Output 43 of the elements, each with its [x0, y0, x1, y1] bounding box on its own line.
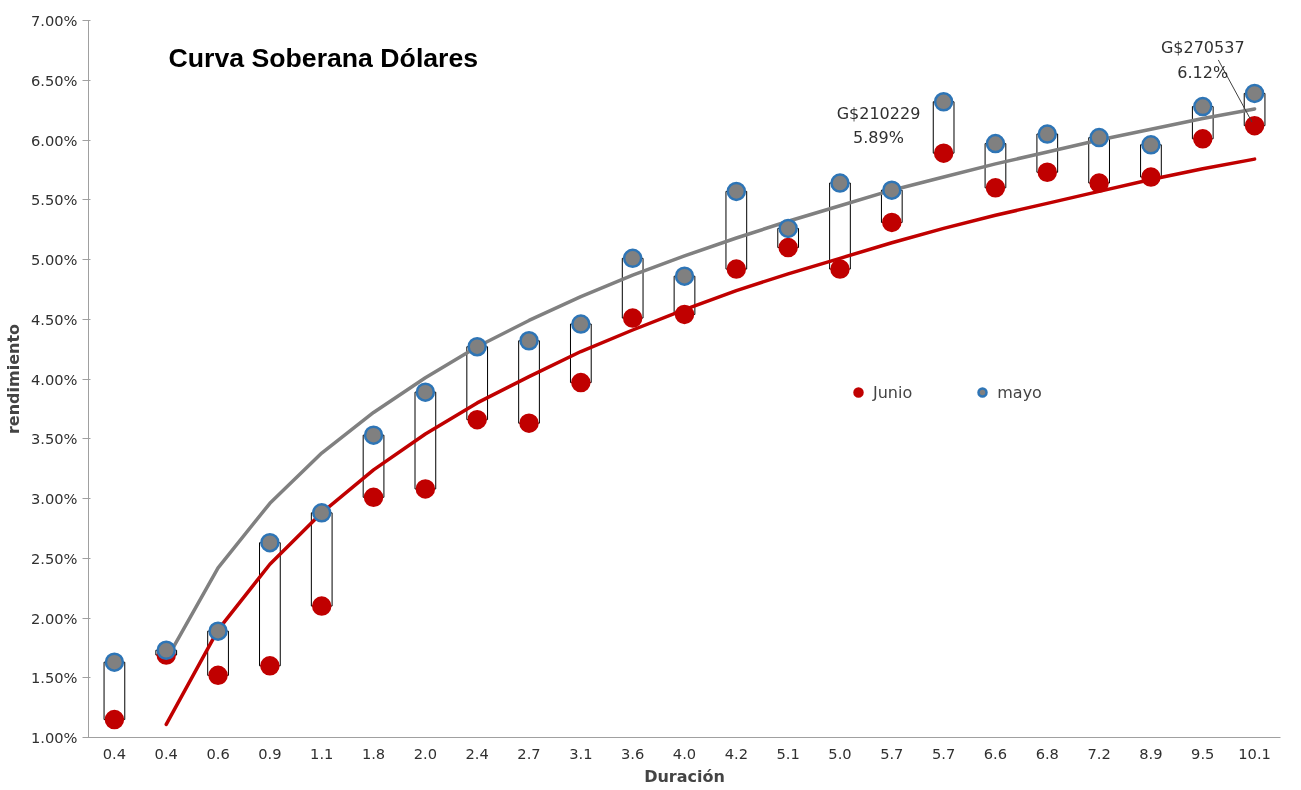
x-tick-label: 5.7 [880, 744, 904, 762]
y-tick-label: 5.50% [30, 191, 78, 209]
y-axis-title: rendimiento [3, 323, 23, 435]
x-tick-label: 10.1 [1238, 744, 1271, 762]
x-tick-label: 0.9 [258, 744, 282, 762]
y-tick-label: 6.50% [30, 71, 78, 89]
legend-label: mayo [997, 382, 1042, 402]
x-tick-label: 8.9 [1139, 744, 1163, 762]
y-tick-label: 1.50% [30, 669, 78, 687]
y-tick-label: 4.00% [30, 370, 78, 388]
y-tick-label: 5.00% [30, 251, 78, 268]
y-tick-label: 1.00% [30, 729, 78, 746]
x-axis-title: Duración [644, 766, 725, 786]
x-tick-label: 6.6 [983, 744, 1008, 762]
x-tick-label: 0.4 [102, 744, 127, 762]
y-tick-label: 2.50% [30, 549, 78, 567]
x-tick-label: 0.6 [206, 744, 230, 762]
x-tick-label: 2.0 [413, 744, 438, 762]
x-tick-label: 0.4 [154, 744, 178, 762]
x-tick-label: 3.6 [621, 744, 645, 762]
x-tick-label: 5.1 [776, 744, 800, 762]
x-tick-label: 5.7 [931, 744, 956, 762]
x-tick-label: 4.0 [672, 744, 697, 762]
x-tick-label: 5.0 [828, 744, 852, 762]
y-tick-label: 7.00% [30, 12, 78, 29]
x-tick-label: 7.2 [1087, 744, 1111, 762]
y-tick-label: 2.00% [30, 609, 78, 627]
y-tick-label: 4.50% [30, 310, 78, 328]
x-tick-label: 3.1 [569, 744, 593, 762]
x-tick-label: 1.8 [361, 744, 386, 762]
x-tick-label: 2.7 [517, 744, 541, 762]
text: Curva Soberana Dólares [168, 42, 479, 73]
x-tick-label: 4.2 [724, 744, 748, 762]
annotation: G$270537 6.12% [1160, 38, 1245, 82]
x-tick-label: 9.5 [1191, 744, 1215, 762]
x-tick-label: 6.8 [1035, 744, 1059, 762]
annotation: G$210229 5.89% [836, 103, 921, 148]
y-tick-label: 6.00% [30, 131, 78, 149]
legend-label: Junio [873, 382, 913, 402]
x-tick-label: 2.4 [465, 744, 489, 762]
y-tick-label: 3.00% [30, 490, 78, 507]
y-tick-label: 3.50% [30, 430, 78, 448]
x-tick-label: 1.1 [310, 744, 334, 762]
